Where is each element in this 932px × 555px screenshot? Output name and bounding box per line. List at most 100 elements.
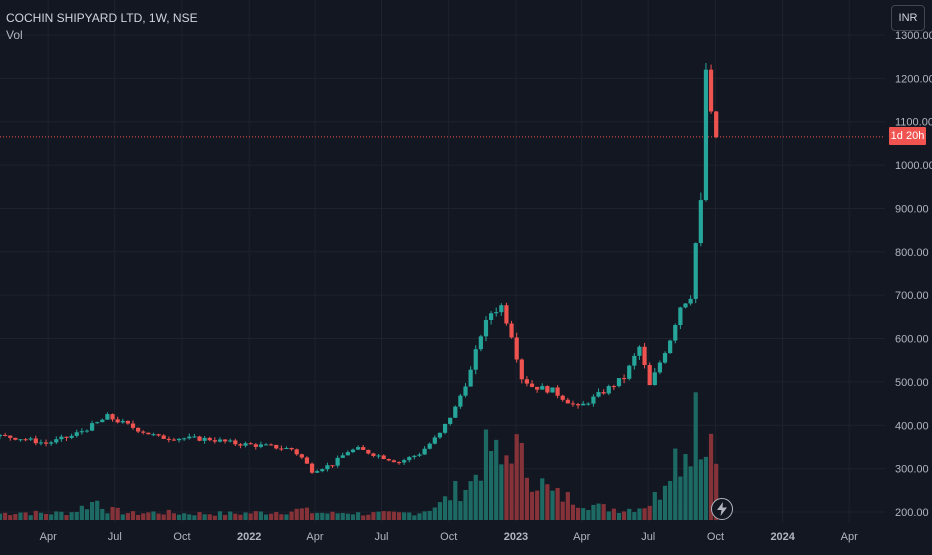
volume-bar [59, 511, 64, 520]
candle-body [402, 460, 407, 463]
volume-bar [335, 513, 340, 520]
volume-bar [422, 511, 427, 520]
candle-body [688, 298, 693, 304]
candle-body [560, 395, 565, 400]
candle-body [535, 386, 540, 390]
volume-bar [320, 512, 325, 520]
volume-bar [627, 508, 632, 520]
candle-body [668, 340, 673, 354]
time-tick-label: Apr [573, 531, 590, 543]
volume-bar [642, 508, 647, 520]
volume-bar [427, 510, 432, 520]
volume-bar [499, 464, 504, 520]
time-tick-label: Jul [374, 531, 388, 543]
candle-body [294, 449, 299, 455]
volume-bar [238, 514, 243, 520]
volume-bar [141, 513, 146, 520]
candle-body [540, 386, 545, 390]
volume-bar [269, 513, 274, 520]
volume-bar [89, 502, 95, 520]
volume-bar [632, 512, 637, 520]
volume-bar [156, 513, 161, 520]
time-tick-label: Apr [841, 531, 858, 543]
volume-bar [622, 511, 627, 520]
volume-bar [217, 511, 223, 520]
candle-body [412, 455, 417, 458]
volume-bar [647, 505, 652, 520]
candle-body [642, 346, 647, 365]
volume-bar [376, 511, 381, 520]
time-tick-label: 2023 [504, 531, 528, 543]
price-tick-label: 1100.00 [895, 117, 932, 129]
candle-body [38, 442, 44, 444]
candle-body [279, 448, 284, 450]
candle-body [442, 423, 448, 433]
time-axis[interactable]: Apr Jul Oct 2022 Apr Jul Oct 2023 Apr Jul Oct 2024 A… [40, 531, 858, 543]
volume-bar [146, 512, 151, 520]
volume-bar [304, 507, 310, 520]
candle-body [74, 432, 79, 436]
candle-body [95, 422, 100, 424]
candle-body [43, 442, 49, 444]
candle-body [376, 455, 381, 457]
volume-bar [202, 514, 207, 520]
volume-bar [345, 513, 350, 520]
grid-lines [0, 0, 885, 522]
volume-bar [402, 512, 407, 520]
candle-body [146, 432, 151, 435]
volume-bar [488, 451, 494, 520]
candle-body [176, 438, 182, 441]
candle-body [136, 427, 141, 432]
volume-bar [54, 511, 59, 520]
volume-bar [294, 508, 299, 520]
price-tick-label: 300.00 [895, 464, 929, 476]
candle-body [192, 436, 197, 438]
volume-bar [350, 514, 356, 520]
volume-bar [381, 511, 386, 520]
candle-body [606, 386, 611, 394]
volume-bar [611, 508, 616, 520]
candle-body [187, 436, 192, 439]
candle-body [156, 434, 161, 436]
time-tick-label: Apr [40, 531, 57, 543]
price-tick-label: 700.00 [895, 290, 929, 302]
candle-body [647, 364, 652, 386]
volume-bar [18, 512, 23, 520]
candle-body [703, 69, 709, 201]
volume-bar [274, 512, 279, 520]
candle-body [125, 420, 130, 424]
currency-button[interactable]: INR [891, 5, 925, 31]
volume-bar [279, 514, 284, 520]
volume-bars [0, 392, 719, 520]
price-axis[interactable]: 200.00 300.00 400.00 500.00 600.00 700.00 800.… [895, 30, 932, 519]
candle-body [263, 444, 269, 446]
volume-bar [171, 513, 177, 520]
price-tick-label: 400.00 [895, 420, 929, 432]
candle-body [23, 439, 28, 441]
candle-body [519, 359, 524, 380]
volume-bar [120, 514, 125, 520]
volume-bar [570, 504, 576, 520]
volume-bar [28, 515, 33, 520]
candle-body [299, 454, 304, 458]
price-tick-label: 900.00 [895, 203, 929, 215]
candle-body [565, 399, 570, 404]
candle-body [417, 454, 422, 456]
candle-body [524, 379, 530, 384]
candle-body [601, 392, 606, 394]
volume-bar [504, 455, 509, 520]
candle-body [637, 346, 642, 356]
candle-body [657, 362, 663, 373]
candle-body [197, 436, 202, 441]
candle-body [253, 444, 258, 447]
candle-body [509, 323, 514, 338]
lightning-icon[interactable] [711, 498, 733, 520]
volume-bar [662, 485, 668, 520]
candle-body [473, 349, 478, 370]
candle-body [28, 438, 33, 440]
candle-body [463, 386, 468, 396]
candle-body [345, 452, 350, 456]
volume-bar [596, 503, 601, 520]
